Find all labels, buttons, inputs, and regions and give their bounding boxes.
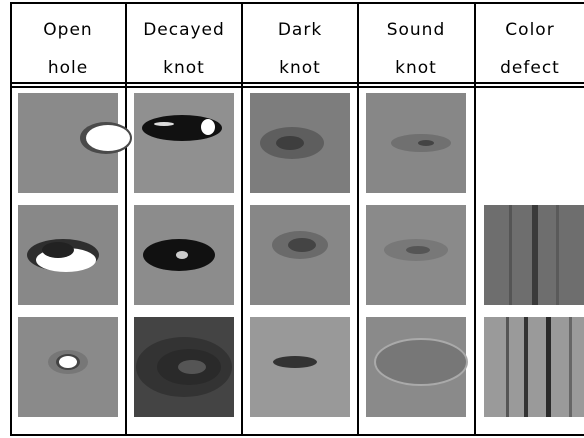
defect-image (484, 205, 584, 305)
column-header: Color (505, 20, 554, 40)
grain-stripe (509, 205, 512, 305)
defect-shape (375, 339, 467, 385)
defect-shape (406, 246, 430, 254)
defect-image (134, 317, 234, 417)
defect-shape (59, 356, 77, 368)
grain-stripe (546, 317, 551, 417)
defect-image (134, 93, 234, 193)
column-header: knot (395, 58, 437, 78)
defect-image (250, 205, 350, 305)
defect-image (18, 205, 118, 305)
defect-shape (273, 356, 317, 368)
figure: Open hole Decayed knot Dark knot Sound knot Colo… (0, 0, 584, 438)
defect-image (134, 205, 234, 305)
defect-shape (154, 122, 174, 126)
grain-stripe (506, 317, 509, 417)
defect-image (250, 93, 350, 193)
grain-stripe (556, 205, 559, 305)
defect-image (366, 205, 466, 305)
defect-shape (178, 360, 206, 374)
defect-image (250, 317, 350, 417)
defect-image (484, 317, 584, 417)
defect-image (366, 93, 466, 193)
defect-shape (276, 136, 304, 150)
column-header: defect (500, 58, 560, 78)
column-header: Decayed (143, 20, 225, 40)
defect-shape (176, 251, 188, 259)
defect-table: Open hole Decayed knot Dark knot Sound knot Colo… (0, 0, 584, 438)
column-header: Sound (387, 20, 446, 40)
defect-shape (201, 119, 215, 135)
defect-image (18, 93, 132, 193)
column-header: knot (279, 58, 321, 78)
defect-image (366, 317, 467, 417)
defect-shape (86, 125, 130, 151)
grain-stripe (569, 317, 572, 417)
defect-shape (418, 140, 434, 146)
defect-shape (288, 238, 316, 252)
column-header: hole (48, 58, 88, 78)
image-background (134, 93, 234, 193)
defect-shape (42, 242, 74, 258)
column-header: knot (163, 58, 205, 78)
grain-stripe (532, 205, 538, 305)
defect-image (18, 317, 118, 417)
column-header: Dark (278, 20, 322, 40)
column-header: Open (43, 20, 92, 40)
grain-stripe (524, 317, 528, 417)
